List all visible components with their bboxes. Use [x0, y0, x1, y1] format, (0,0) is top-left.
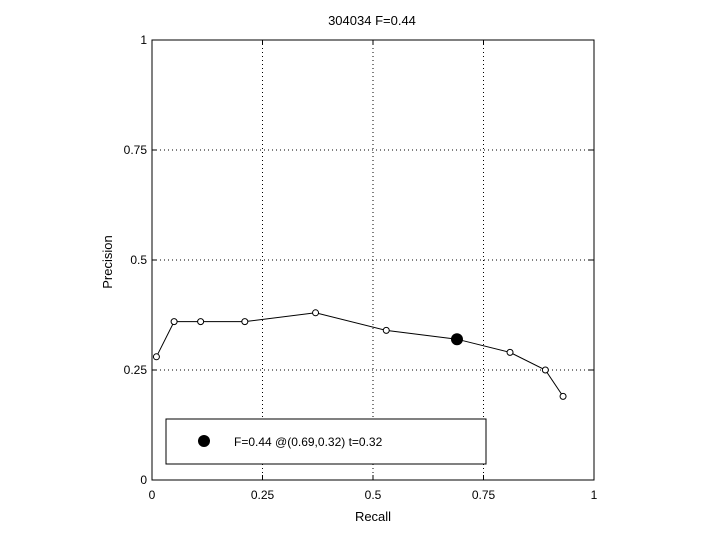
data-point	[559, 392, 567, 400]
legend-box	[165, 418, 487, 465]
data-point	[312, 309, 320, 317]
series	[152, 309, 567, 400]
data-point	[506, 348, 514, 356]
axis-ticks: 0 0.25 0.5 0.75 1 0 0.25 0.5 0.75 1	[124, 33, 598, 502]
x-tick-label: 0.25	[251, 488, 275, 502]
data-point	[197, 318, 205, 326]
x-tick-label: 0	[149, 488, 156, 502]
y-tick-label: 0.25	[124, 363, 148, 377]
grid	[152, 40, 594, 480]
best-f-point	[450, 333, 463, 346]
y-tick-label: 0.5	[130, 253, 147, 267]
legend: F=0.44 @(0.69,0.32) t=0.32	[165, 418, 487, 465]
data-point	[170, 318, 178, 326]
x-tick-label: 0.75	[472, 488, 496, 502]
x-tick-label: 0.5	[365, 488, 382, 502]
legend-text: F=0.44 @(0.69,0.32) t=0.32	[234, 435, 383, 449]
x-tick-label: 1	[591, 488, 598, 502]
data-point	[241, 318, 249, 326]
y-tick-label: 1	[140, 33, 147, 47]
y-tick-label: 0	[140, 473, 147, 487]
y-tick-label: 0.75	[124, 143, 148, 157]
series-line	[155, 312, 564, 397]
data-point	[152, 353, 160, 361]
x-axis-label: Recall	[355, 509, 391, 524]
data-point	[382, 326, 390, 334]
data-point	[541, 366, 549, 374]
legend-marker	[198, 435, 210, 447]
chart-title: 304034 F=0.44	[328, 13, 416, 28]
y-axis-label: Precision	[100, 235, 115, 288]
